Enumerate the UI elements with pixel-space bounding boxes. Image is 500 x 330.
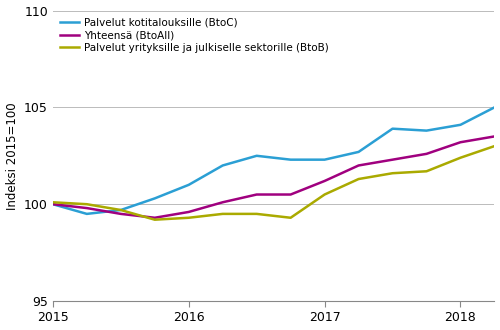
- Palvelut yrityksille ja julkiselle sektorille (BtoB): [254, 212, 260, 216]
- Palvelut kotitalouksille (BtoC): [84, 212, 90, 216]
- Yhteensä (BtoAll): [424, 152, 430, 156]
- Palvelut yrityksille ja julkiselle sektorille (BtoB): [356, 177, 362, 181]
- Palvelut kotitalouksille (BtoC): [322, 158, 328, 162]
- Yhteensä (BtoAll): [220, 200, 226, 204]
- Palvelut yrityksille ja julkiselle sektorille (BtoB): [492, 144, 498, 148]
- Yhteensä (BtoAll): [322, 179, 328, 183]
- Palvelut kotitalouksille (BtoC): [458, 123, 464, 127]
- Legend: Palvelut kotitalouksille (BtoC), Yhteensä (BtoAll), Palvelut yrityksille ja julk: Palvelut kotitalouksille (BtoC), Yhteens…: [58, 16, 331, 55]
- Palvelut kotitalouksille (BtoC): [186, 183, 192, 187]
- Palvelut kotitalouksille (BtoC): [50, 202, 56, 206]
- Palvelut yrityksille ja julkiselle sektorille (BtoB): [50, 200, 56, 204]
- Palvelut kotitalouksille (BtoC): [220, 163, 226, 167]
- Yhteensä (BtoAll): [356, 163, 362, 167]
- Yhteensä (BtoAll): [152, 216, 158, 220]
- Palvelut kotitalouksille (BtoC): [288, 158, 294, 162]
- Yhteensä (BtoAll): [492, 134, 498, 138]
- Palvelut kotitalouksille (BtoC): [118, 208, 124, 212]
- Y-axis label: Indeksi 2015=100: Indeksi 2015=100: [6, 102, 18, 210]
- Yhteensä (BtoAll): [50, 202, 56, 206]
- Yhteensä (BtoAll): [254, 192, 260, 196]
- Palvelut yrityksille ja julkiselle sektorille (BtoB): [220, 212, 226, 216]
- Palvelut yrityksille ja julkiselle sektorille (BtoB): [152, 218, 158, 222]
- Yhteensä (BtoAll): [390, 158, 396, 162]
- Yhteensä (BtoAll): [458, 140, 464, 144]
- Palvelut yrityksille ja julkiselle sektorille (BtoB): [322, 192, 328, 196]
- Yhteensä (BtoAll): [118, 212, 124, 216]
- Palvelut kotitalouksille (BtoC): [254, 154, 260, 158]
- Palvelut yrityksille ja julkiselle sektorille (BtoB): [84, 202, 90, 206]
- Palvelut kotitalouksille (BtoC): [152, 196, 158, 200]
- Palvelut kotitalouksille (BtoC): [424, 129, 430, 133]
- Yhteensä (BtoAll): [186, 210, 192, 214]
- Palvelut kotitalouksille (BtoC): [356, 150, 362, 154]
- Palvelut yrityksille ja julkiselle sektorille (BtoB): [390, 171, 396, 175]
- Palvelut kotitalouksille (BtoC): [492, 105, 498, 109]
- Palvelut kotitalouksille (BtoC): [390, 127, 396, 131]
- Line: Yhteensä (BtoAll): Yhteensä (BtoAll): [53, 136, 494, 218]
- Line: Palvelut yrityksille ja julkiselle sektorille (BtoB): Palvelut yrityksille ja julkiselle sekto…: [53, 146, 494, 220]
- Palvelut yrityksille ja julkiselle sektorille (BtoB): [288, 216, 294, 220]
- Yhteensä (BtoAll): [84, 206, 90, 210]
- Palvelut yrityksille ja julkiselle sektorille (BtoB): [118, 208, 124, 212]
- Palvelut yrityksille ja julkiselle sektorille (BtoB): [186, 216, 192, 220]
- Line: Palvelut kotitalouksille (BtoC): Palvelut kotitalouksille (BtoC): [53, 107, 494, 214]
- Palvelut yrityksille ja julkiselle sektorille (BtoB): [424, 169, 430, 173]
- Yhteensä (BtoAll): [288, 192, 294, 196]
- Palvelut yrityksille ja julkiselle sektorille (BtoB): [458, 156, 464, 160]
